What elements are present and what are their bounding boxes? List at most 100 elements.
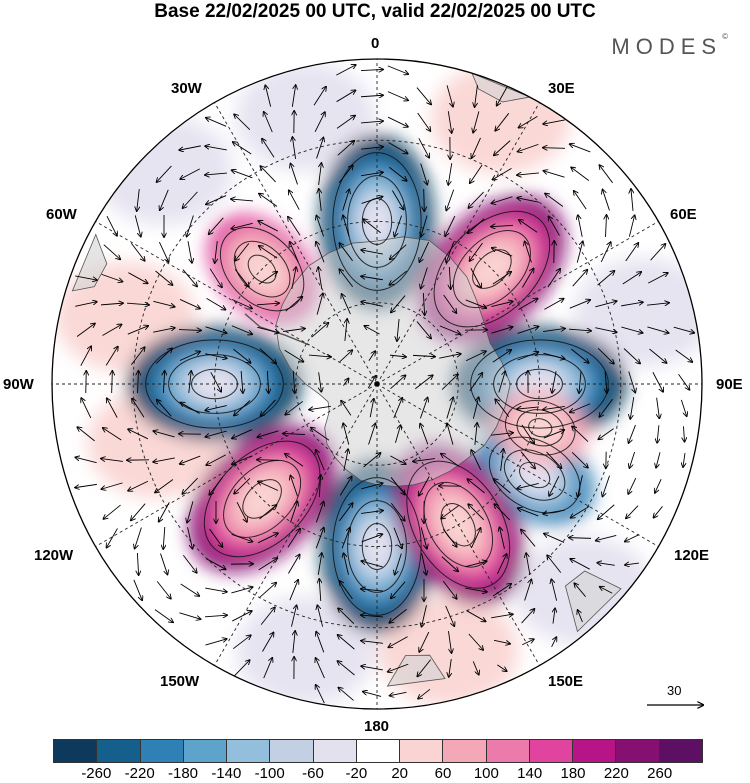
- wind-vector: [206, 297, 226, 309]
- wind-vector: [568, 329, 591, 331]
- wind-vector: [283, 329, 305, 332]
- lon-label-30w: 30W: [171, 80, 202, 97]
- wind-vector: [256, 303, 279, 305]
- wind-vector: [363, 453, 381, 468]
- wind-vector: [441, 374, 458, 390]
- wind-vector: [599, 398, 613, 417]
- wind-vector: [259, 505, 277, 520]
- wind-vector: [598, 428, 614, 440]
- wind-vector: [518, 143, 539, 151]
- colorbar-swatch: [313, 740, 357, 762]
- wind-vector: [179, 145, 201, 150]
- wind-vector: [574, 191, 587, 210]
- wind-vector: [493, 168, 512, 179]
- wind-vector: [468, 633, 483, 650]
- wind-vector: [492, 350, 511, 363]
- wind-vector: [341, 528, 350, 549]
- wind-vector: [551, 579, 558, 601]
- wind-vector: [285, 454, 304, 467]
- wind-vector: [338, 165, 353, 183]
- wind-vector: [263, 658, 273, 679]
- wind-vector: [100, 303, 123, 305]
- lon-label-120w: 120W: [34, 547, 74, 564]
- wind-vector: [524, 580, 532, 601]
- wind-vector: [285, 297, 303, 312]
- wind-vector: [470, 164, 483, 183]
- wind-vector: [343, 378, 348, 386]
- wind-vector: [206, 195, 227, 205]
- wind-vector: [163, 526, 165, 549]
- colorbar-swatch: [356, 740, 401, 762]
- wind-vector: [311, 428, 330, 441]
- map-boundary: [51, 58, 703, 710]
- wind-vector: [578, 215, 583, 237]
- wind-vector: [363, 219, 381, 234]
- wind-vector: [337, 141, 354, 156]
- wind-vector: [391, 295, 406, 313]
- wind-vector: [339, 503, 352, 522]
- wind-vector: [241, 370, 243, 393]
- wind-vector: [628, 477, 637, 494]
- wind-vector: [472, 661, 479, 674]
- wind-vector: [156, 581, 171, 598]
- wind-vector: [543, 119, 565, 124]
- wind-vector: [492, 248, 513, 257]
- wind-vector: [441, 454, 460, 467]
- colorbar-tick-label: 180: [560, 765, 586, 782]
- wind-vector: [187, 215, 194, 237]
- lon-label-60w: 60W: [46, 206, 77, 223]
- wind-vector: [180, 583, 200, 596]
- height-contour: [347, 500, 407, 593]
- wind-vector: [595, 327, 617, 333]
- wind-vector: [543, 509, 565, 514]
- wind-vector: [75, 483, 97, 487]
- colorbar-swatch: [616, 740, 660, 762]
- wind-vector: [439, 354, 461, 359]
- wind-vector: [572, 426, 589, 442]
- height-contour: [423, 481, 494, 568]
- wind-vector: [578, 610, 583, 623]
- wind-vector: [283, 433, 306, 434]
- colorbar-swatch: [400, 740, 444, 762]
- wind-vector: [466, 610, 485, 622]
- wind-vector: [494, 479, 511, 494]
- wind-vector: [262, 139, 275, 158]
- wind-vector: [259, 194, 278, 207]
- wind-vector: [420, 424, 429, 445]
- wind-vector: [319, 372, 322, 391]
- wind-vector: [232, 455, 253, 464]
- wind-vector: [390, 477, 405, 494]
- wind-vector: [105, 347, 118, 366]
- wind-vector: [468, 504, 485, 521]
- wind-vector: [107, 528, 118, 547]
- wind-vector: [491, 327, 512, 334]
- wind-vector: [389, 270, 407, 285]
- wind-vector: [315, 528, 324, 549]
- wind-vector: [261, 399, 276, 416]
- wind-vector: [421, 215, 428, 236]
- wind-vector: [500, 449, 504, 471]
- wind-vector: [393, 527, 402, 549]
- wind-vector-layer: [75, 65, 694, 704]
- wind-vector: [339, 269, 354, 288]
- height-contour: [168, 354, 261, 414]
- wind-vector: [265, 85, 272, 107]
- wind-vector: [257, 533, 278, 544]
- wind-vector: [622, 272, 641, 285]
- colorbar-swatch: [140, 740, 184, 762]
- wind-vector: [656, 452, 661, 467]
- wind-vector: [525, 242, 532, 263]
- wind-vector: [291, 85, 295, 107]
- lon-label-60e: 60E: [670, 206, 697, 223]
- colorbar-tick-label: -60: [302, 765, 324, 782]
- wind-vector: [412, 355, 435, 356]
- wind-vector: [289, 580, 298, 601]
- wind-vector: [675, 349, 693, 362]
- wind-vector: [388, 142, 407, 153]
- height-contour: [472, 249, 512, 289]
- wind-vector: [446, 397, 453, 419]
- lon-label-0: 0: [371, 35, 380, 52]
- wind-vector: [133, 579, 142, 600]
- wind-vector: [469, 373, 483, 392]
- wind-vector: [236, 501, 247, 522]
